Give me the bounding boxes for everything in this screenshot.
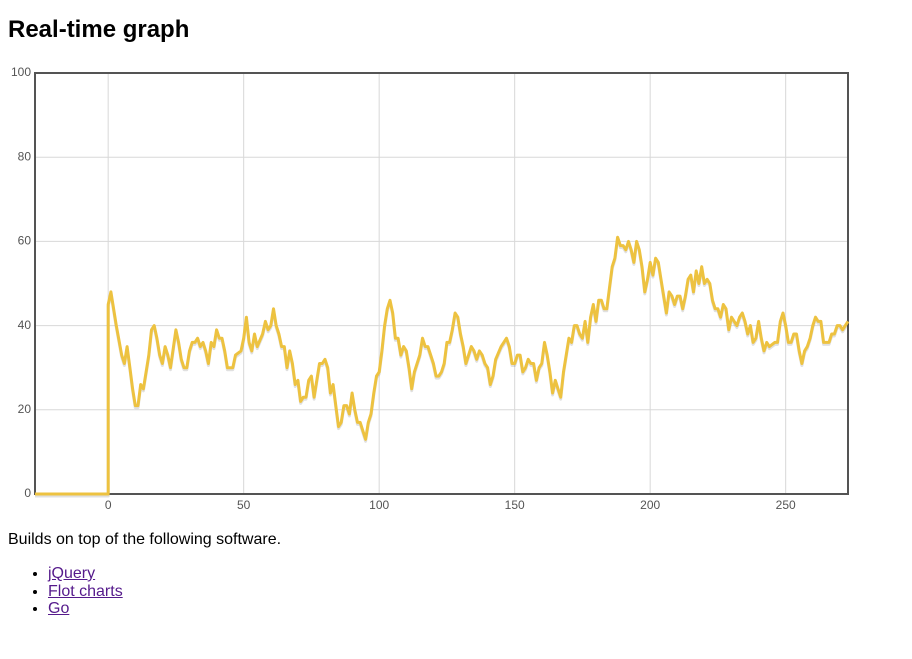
y-tick-label: 100 — [11, 65, 31, 79]
line — [35, 235, 850, 496]
x-tick-label: 0 — [105, 498, 112, 512]
link[interactable]: Flot charts — [48, 582, 123, 600]
x-tick-label: 100 — [369, 498, 389, 512]
list-item: jQuery — [48, 565, 123, 583]
x-tick-label: 250 — [776, 498, 796, 512]
list-item: Flot charts — [48, 583, 123, 601]
x-tick-label: 150 — [505, 498, 525, 512]
page-title: Real-time graph — [8, 16, 190, 43]
y-tick-label: 60 — [18, 234, 32, 248]
plot-border — [34, 72, 849, 495]
intro-text: Builds on top of the following software. — [8, 531, 282, 548]
list-item: Go — [48, 600, 123, 618]
y-tick-label: 0 — [24, 486, 31, 500]
chart: 0 20 40 60 80 100 0 50 100 150 200 250 — [11, 65, 850, 512]
x-tick-label: 200 — [640, 498, 660, 512]
y-tick-label: 80 — [18, 149, 32, 163]
link[interactable]: jQuery — [48, 565, 96, 582]
link[interactable]: Go — [48, 600, 70, 618]
y-tick-label: 20 — [18, 402, 32, 416]
link-list: jQuery Flot charts Go — [8, 565, 123, 618]
x-tick-label: 50 — [237, 498, 251, 512]
y-tick-label: 40 — [18, 318, 32, 332]
